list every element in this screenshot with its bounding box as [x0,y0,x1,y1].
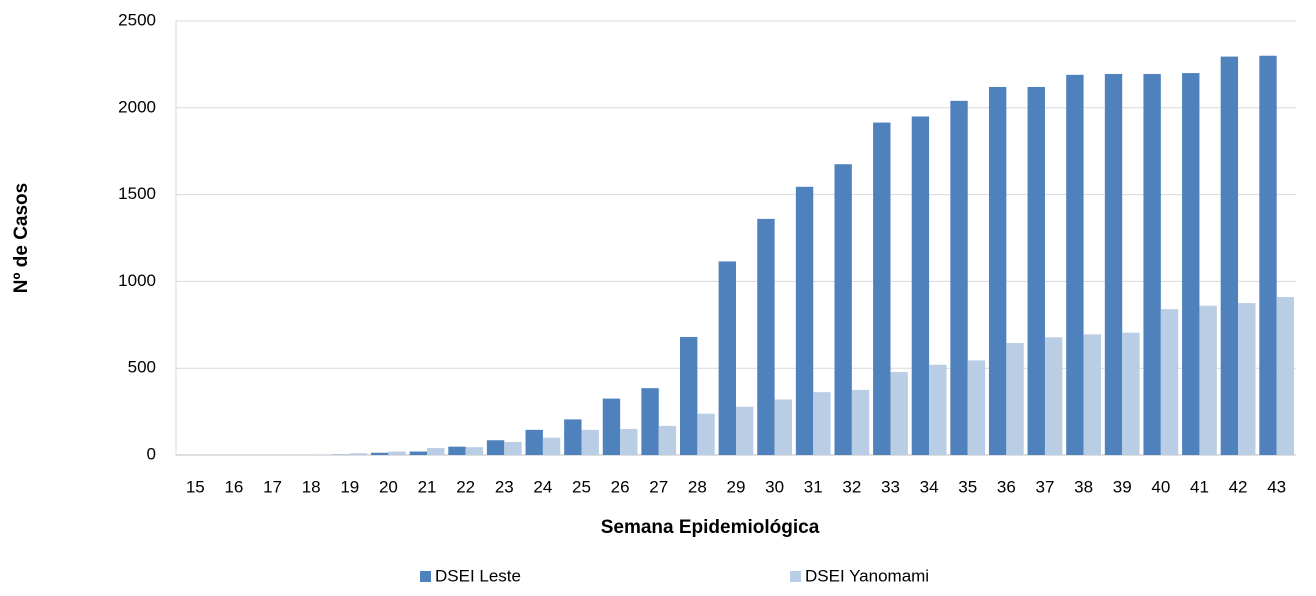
legend-label: DSEI Yanomami [805,566,929,585]
x-tick-label: 22 [456,477,475,496]
bar [757,219,774,455]
x-tick-label: 40 [1151,477,1170,496]
bar [1182,73,1199,455]
x-tick-label: 41 [1190,477,1209,496]
bar [526,430,543,455]
x-tick-label: 33 [881,477,900,496]
bar [448,447,465,455]
bar [989,87,1006,455]
bar [564,419,581,455]
x-tick-label: 21 [418,477,437,496]
x-tick-label: 28 [688,477,707,496]
x-tick-label: 18 [302,477,321,496]
x-tick-label: 42 [1229,477,1248,496]
x-axis-title: Semana Epidemiológica [601,517,820,538]
bar [1028,87,1045,455]
x-tick-label: 27 [649,477,668,496]
x-tick-label: 35 [958,477,977,496]
bar [487,440,504,455]
bar [1277,297,1294,455]
bar [371,453,388,455]
legend-swatch [790,571,801,582]
bar [1045,337,1062,455]
bar [582,430,599,455]
x-tick-label: 38 [1074,477,1093,496]
x-tick-label: 24 [533,477,552,496]
bar [543,438,560,455]
legend-label: DSEI Leste [435,566,521,585]
bar [950,101,967,455]
x-tick-label: 31 [804,477,823,496]
x-tick-label: 29 [727,477,746,496]
bar [1199,306,1216,455]
y-tick-label: 1000 [118,271,156,290]
bar [410,452,427,455]
bar [311,454,328,455]
x-tick-label: 43 [1267,477,1286,496]
bar [796,187,813,455]
bar [466,447,483,455]
bar [1259,56,1276,455]
bar [1105,74,1122,455]
y-tick-label: 1500 [118,184,156,203]
bar [697,414,714,455]
y-tick-label: 2000 [118,97,156,116]
bar [775,399,792,455]
x-tick-label: 34 [920,477,939,496]
bar [680,337,697,455]
x-tick-label: 32 [842,477,861,496]
x-tick-label: 30 [765,477,784,496]
bar [813,392,830,455]
y-tick-label: 0 [147,444,156,463]
bar [852,390,869,455]
x-tick-label: 37 [1036,477,1055,496]
x-tick-label: 17 [263,477,282,496]
x-tick-label: 20 [379,477,398,496]
y-tick-label: 500 [128,358,156,377]
x-tick-label: 23 [495,477,514,496]
bar [350,453,367,455]
bar [641,388,658,455]
x-tick-label: 36 [997,477,1016,496]
bar [968,360,985,455]
bar [912,116,929,455]
x-tick-label: 15 [186,477,205,496]
x-tick-label: 16 [224,477,243,496]
legend-swatch [420,571,431,582]
bar [659,426,676,455]
bar [834,164,851,455]
bar [1221,57,1238,455]
bar [929,365,946,455]
bar [388,452,405,455]
y-tick-label: 2500 [118,10,156,29]
x-tick-label: 39 [1113,477,1132,496]
x-tick-label: 25 [572,477,591,496]
bar [1006,343,1023,455]
bar [603,399,620,455]
bar [1066,75,1083,455]
bar [890,372,907,455]
x-tick-label: 19 [340,477,359,496]
y-axis-title: Nº de Casos [11,183,32,293]
bar [620,429,637,455]
bar [1143,74,1160,455]
bar [873,123,890,455]
bar [427,448,444,455]
bar [1161,309,1178,455]
bar [719,261,736,455]
bar [1238,303,1255,455]
x-tick-label: 26 [611,477,630,496]
bar [504,442,521,455]
bar [1122,333,1139,455]
bar [736,407,753,455]
bar [1084,334,1101,455]
